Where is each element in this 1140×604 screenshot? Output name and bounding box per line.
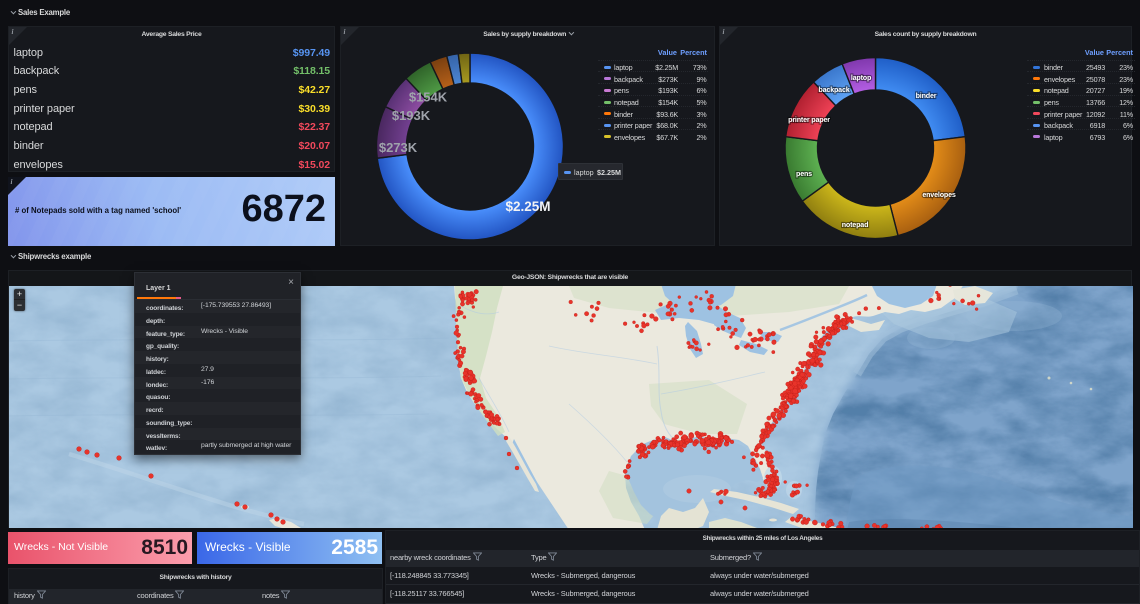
- svg-text:$273K: $273K: [379, 140, 418, 155]
- svg-text:backpack: backpack: [818, 85, 849, 94]
- svg-text:laptop: laptop: [851, 73, 872, 82]
- svg-text:printer paper: printer paper: [788, 115, 830, 124]
- svg-text:$154K: $154K: [409, 90, 448, 105]
- svg-text:notepad: notepad: [842, 220, 869, 229]
- svg-text:$2.25M: $2.25M: [505, 199, 550, 214]
- svg-text:pens: pens: [796, 169, 812, 178]
- svg-text:binder: binder: [916, 91, 937, 100]
- svg-text:envelopes: envelopes: [922, 190, 956, 199]
- svg-text:$193K: $193K: [392, 108, 431, 123]
